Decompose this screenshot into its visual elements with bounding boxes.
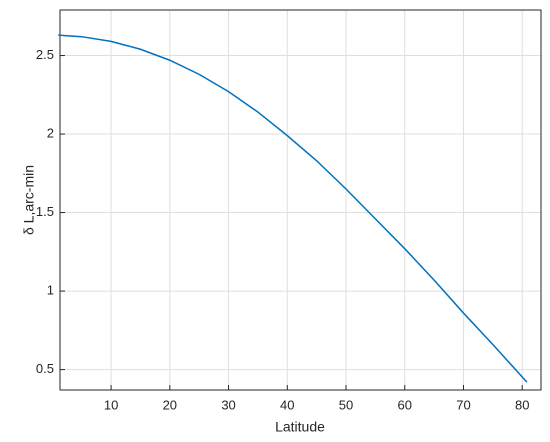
data-line (58, 34, 528, 383)
plot-frame (59, 9, 542, 391)
x-tick-label: 70 (456, 397, 470, 412)
y-tick-label: 2 (47, 125, 54, 140)
x-tick-label: 80 (515, 397, 529, 412)
x-tick-label: 50 (339, 397, 353, 412)
y-axis-label: δ L,arc-min (21, 165, 37, 235)
x-tick-label: 40 (280, 397, 294, 412)
x-tick-label: 10 (104, 397, 118, 412)
x-tick-label: 30 (221, 397, 235, 412)
y-tick-label: 2.5 (36, 47, 54, 62)
x-tick-label: 60 (398, 397, 412, 412)
y-tick-label: 0.5 (36, 361, 54, 376)
x-tick-label: 20 (163, 397, 177, 412)
y-tick-label: 1 (47, 283, 54, 298)
x-axis-label: Latitude (275, 419, 325, 435)
y-tick-label: 1.5 (36, 204, 54, 219)
